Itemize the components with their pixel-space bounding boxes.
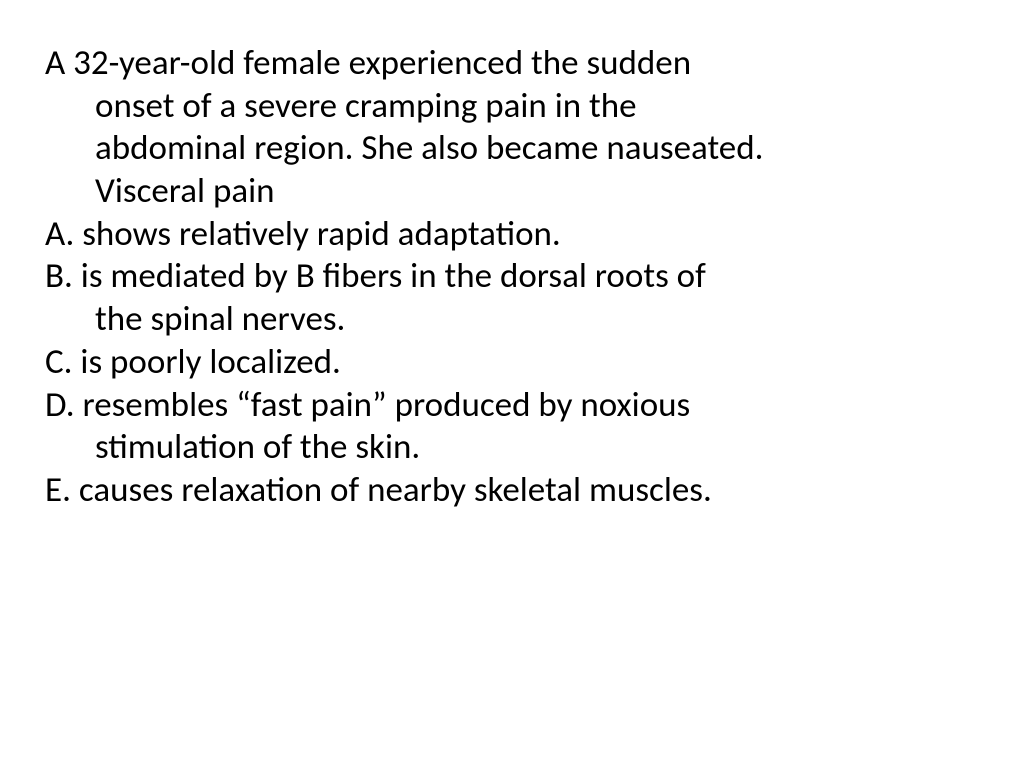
option-d-line-2: stimulation of the skin. (45, 426, 964, 469)
stem-line-3: abdominal region. She also became nausea… (45, 127, 964, 170)
option-e: E. causes relaxation of nearby skeletal … (45, 469, 964, 512)
stem-line-2: onset of a severe cramping pain in the (45, 85, 964, 128)
stem-line-4: Visceral pain (45, 170, 964, 213)
option-b-line-1: B. is mediated by B fibers in the dorsal… (45, 255, 964, 298)
option-d-line-1: D. resembles “fast pain” produced by nox… (45, 384, 964, 427)
question-slide: A 32-year-old female experienced the sud… (45, 42, 964, 512)
stem-line-1: A 32-year-old female experienced the sud… (45, 42, 964, 85)
question-stem: A 32-year-old female experienced the sud… (45, 42, 964, 213)
option-c: C. is poorly localized. (45, 341, 964, 384)
option-d: D. resembles “fast pain” produced by nox… (45, 384, 964, 469)
option-b-line-2: the spinal nerves. (45, 298, 964, 341)
option-b: B. is mediated by B fibers in the dorsal… (45, 255, 964, 340)
option-a: A. shows relatively rapid adaptation. (45, 213, 964, 256)
